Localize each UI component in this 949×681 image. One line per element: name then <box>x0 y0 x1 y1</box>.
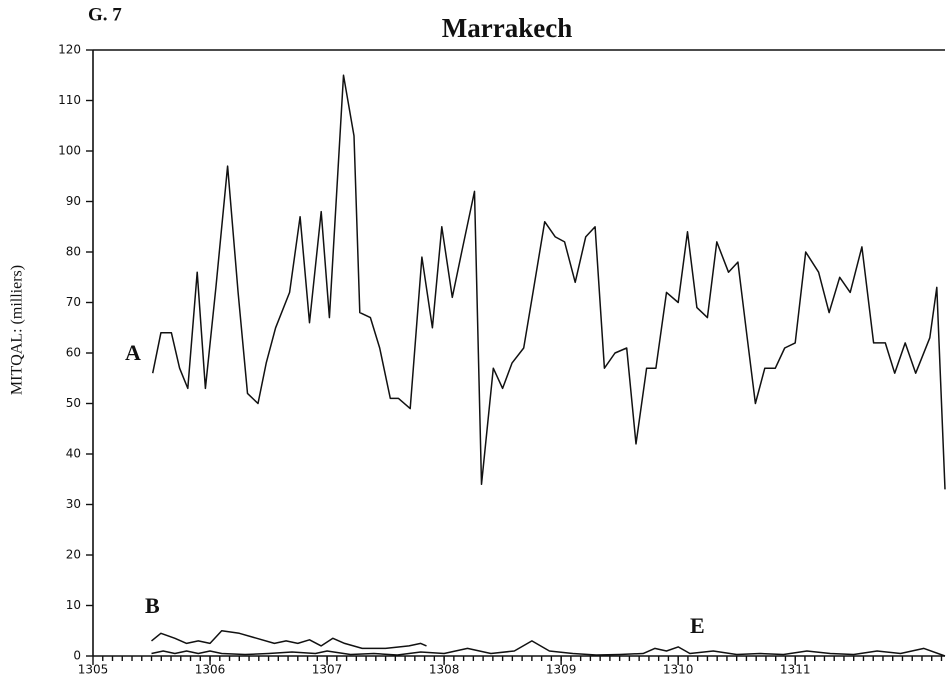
x-tick-label: 1310 <box>663 663 694 677</box>
y-tick-label: 110 <box>58 93 81 107</box>
series-line <box>151 74 946 490</box>
series-line <box>151 640 946 657</box>
y-tick-label: 120 <box>58 43 81 57</box>
x-tick-label: 1307 <box>312 663 343 677</box>
x-tick-label: 1305 <box>78 663 109 677</box>
y-tick-label: 80 <box>66 245 81 259</box>
series-label: E <box>690 613 705 638</box>
y-tick-label: 10 <box>66 598 81 612</box>
figure-label: G. 7 <box>88 4 122 25</box>
y-tick-label: 30 <box>66 497 81 511</box>
series-label: A <box>125 340 141 365</box>
y-tick-label: 100 <box>58 144 81 158</box>
x-tick-label: 1306 <box>195 663 226 677</box>
x-tick-label: 1309 <box>546 663 577 677</box>
y-tick-label: 20 <box>66 548 81 562</box>
y-tick-label: 70 <box>66 295 81 309</box>
y-tick-label: 90 <box>66 194 81 208</box>
x-tick-label: 1311 <box>780 663 811 677</box>
series-label: B <box>145 593 160 618</box>
series-line <box>151 630 427 650</box>
y-tick-label: 60 <box>66 346 81 360</box>
y-tick-label: 0 <box>73 649 81 663</box>
y-axis-label: MITQAL: (milliers) <box>9 265 26 395</box>
y-tick-label: 40 <box>66 447 81 461</box>
chart-title: Marrakech <box>442 13 572 43</box>
x-tick-label: 1308 <box>429 663 460 677</box>
y-tick-label: 50 <box>66 396 81 410</box>
